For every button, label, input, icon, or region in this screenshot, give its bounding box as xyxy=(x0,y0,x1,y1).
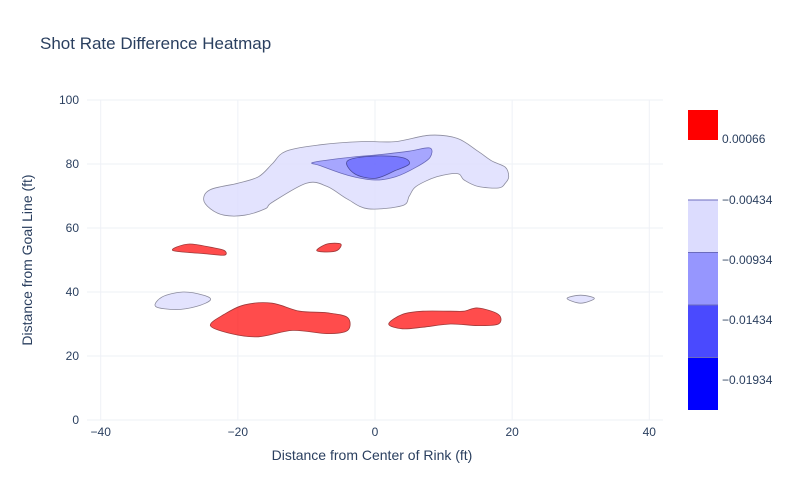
x-axis: −40 −20 0 20 40 xyxy=(91,425,657,439)
contour-region-positive xyxy=(388,307,502,330)
x-tick-label: 20 xyxy=(505,425,519,439)
x-tick-label: 0 xyxy=(372,425,379,439)
colorbar-label: 0.00066 xyxy=(722,132,766,146)
colorbar-label: −0.01934 xyxy=(722,373,773,387)
y-axis: 0 20 40 60 80 100 xyxy=(59,93,79,427)
colorbar-label: −0.01434 xyxy=(722,313,773,327)
y-tick-label: 20 xyxy=(66,349,80,363)
colorbar-positive-swatch xyxy=(688,110,718,140)
x-tick-label: −40 xyxy=(91,425,112,439)
y-tick-label: 0 xyxy=(72,413,79,427)
y-tick-label: 100 xyxy=(59,93,79,107)
x-tick-label: −20 xyxy=(228,425,249,439)
colorbar-level xyxy=(688,252,718,305)
contour-region-negative-outer xyxy=(154,291,212,311)
y-tick-label: 80 xyxy=(66,157,80,171)
contour-region-positive xyxy=(171,243,227,256)
contour-region-positive xyxy=(209,302,351,338)
colorbar-label: −0.00434 xyxy=(722,193,773,207)
x-axis-title: Distance from Center of Rink (ft) xyxy=(272,447,473,463)
x-tick-label: 40 xyxy=(643,425,657,439)
chart-title: Shot Rate Difference Heatmap xyxy=(40,34,272,53)
contour-region-negative-inner xyxy=(346,155,410,179)
contour-region-negative-outer xyxy=(566,294,595,304)
colorbar-level xyxy=(688,200,718,253)
colorbar-level xyxy=(688,357,718,410)
y-tick-label: 60 xyxy=(66,221,80,235)
colorbar: 0.00066 −0.00434 −0.00934 −0.01434 −0.01934 xyxy=(688,110,773,410)
contour-region-positive xyxy=(316,242,342,253)
colorbar-level xyxy=(688,305,718,358)
contour-layer xyxy=(154,134,595,338)
y-axis-title: Distance from Goal Line (ft) xyxy=(19,174,35,345)
colorbar-label: −0.00934 xyxy=(722,253,773,267)
y-tick-label: 40 xyxy=(66,285,80,299)
